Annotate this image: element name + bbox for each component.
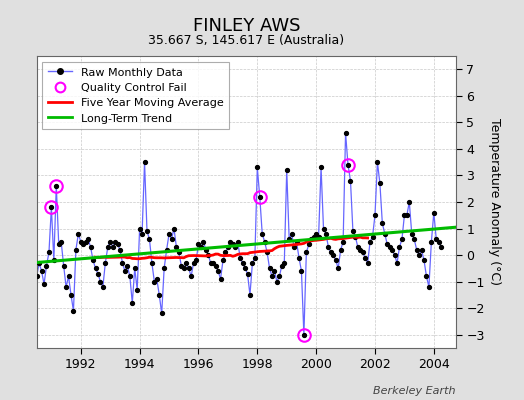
Text: 35.667 S, 145.617 E (Australia): 35.667 S, 145.617 E (Australia) — [148, 34, 344, 47]
Y-axis label: Temperature Anomaly (°C): Temperature Anomaly (°C) — [488, 118, 501, 286]
Title: FINLEY AWS: FINLEY AWS — [192, 17, 300, 35]
Text: Berkeley Earth: Berkeley Earth — [374, 386, 456, 396]
Legend: Raw Monthly Data, Quality Control Fail, Five Year Moving Average, Long-Term Tren: Raw Monthly Data, Quality Control Fail, … — [42, 62, 230, 129]
